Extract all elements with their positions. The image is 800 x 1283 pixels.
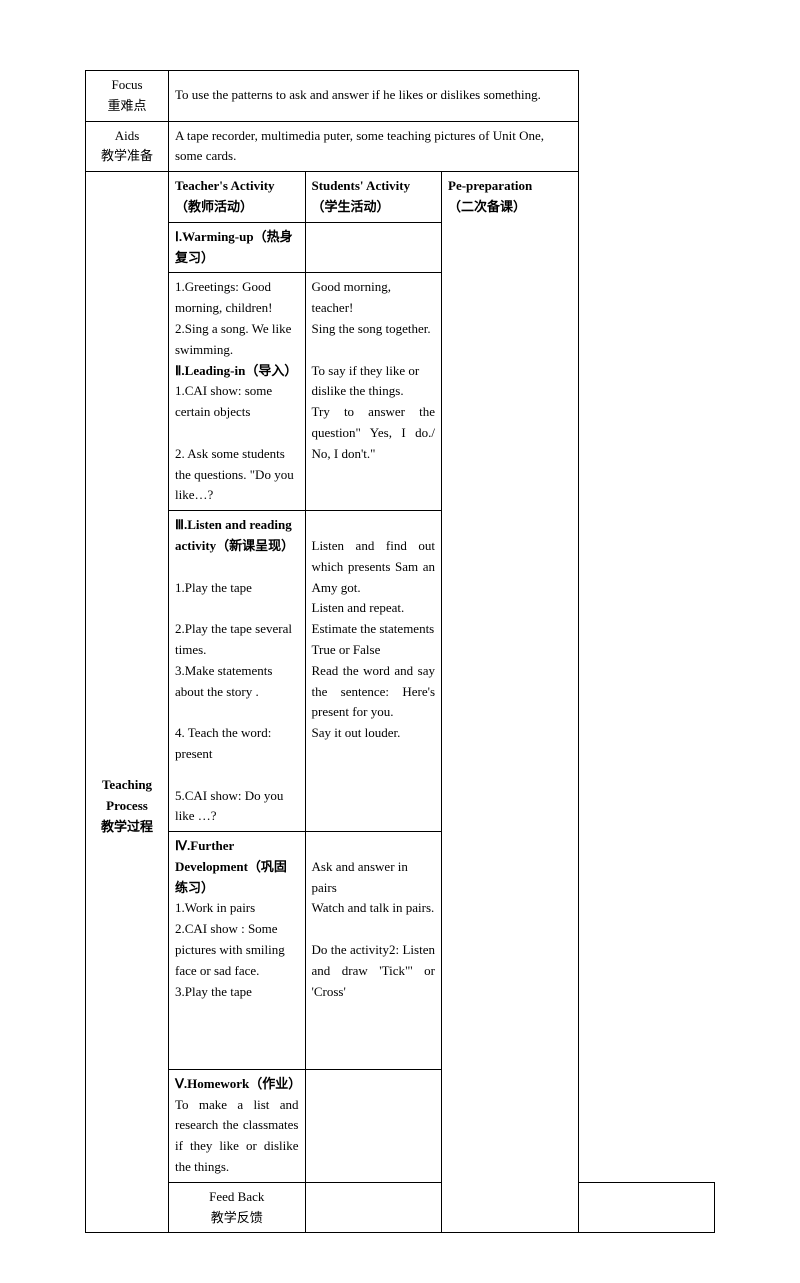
header-teacher-cn: （教师活动） xyxy=(175,199,253,214)
process-label: Teaching Process 教学过程 xyxy=(86,172,169,1233)
header-student-en: Students' Activity xyxy=(312,178,411,193)
process-label-1: Teaching xyxy=(102,777,152,792)
aids-label: Aids 教学准备 xyxy=(86,121,169,172)
section4-title: Ⅳ.Further Development（巩固练习） xyxy=(175,836,299,898)
header-prep-en: Pe-preparation xyxy=(448,178,532,193)
feedback-label-en: Feed Back xyxy=(209,1189,264,1204)
header-prep-cn: （二次备课） xyxy=(448,199,526,214)
s2-t2: 2. Ask some students the questions. "Do … xyxy=(175,444,299,506)
section1-2-teacher: 1.Greetings: Good morning, children! 2.S… xyxy=(169,273,306,511)
section1-title: Ⅰ.Warming-up（热身复习） xyxy=(169,222,306,273)
row-feedback: Feed Back 教学反馈 xyxy=(86,1182,715,1233)
section3-student: Listen and find out which presents Sam a… xyxy=(305,511,442,832)
s1-t2: 2.Sing a song. We like swimming. xyxy=(175,319,299,361)
section3-teacher: Ⅲ.Listen and reading activity（新课呈现） 1.Pl… xyxy=(169,511,306,832)
row-focus: Focus 重难点 To use the patterns to ask and… xyxy=(86,71,715,122)
focus-content: To use the patterns to ask and answer if… xyxy=(169,71,579,122)
process-label-2: Process xyxy=(106,798,148,813)
s3-t3: 3.Make statements about the story . xyxy=(175,661,299,703)
aids-label-cn: 教学准备 xyxy=(101,148,153,163)
s4-t1: 1.Work in pairs xyxy=(175,898,299,919)
section5-teacher: Ⅴ.Homework（作业） To make a list and resear… xyxy=(169,1069,306,1182)
section4-teacher: Ⅳ.Further Development（巩固练习） 1.Work in pa… xyxy=(169,832,306,1070)
section1-title-student xyxy=(305,222,442,273)
focus-label: Focus 重难点 xyxy=(86,71,169,122)
section5-student xyxy=(305,1069,442,1182)
focus-label-cn: 重难点 xyxy=(107,98,146,113)
s3-s1: Listen and find out which presents Sam a… xyxy=(312,536,436,598)
section4-student: Ask and answer in pairs Watch and talk i… xyxy=(305,832,442,1070)
header-student: Students' Activity （学生活动） xyxy=(305,172,442,223)
s1-s2: Sing the song together. xyxy=(312,319,436,340)
s3-s3: Estimate the statements True or False xyxy=(312,619,436,661)
aids-label-en: Aids xyxy=(115,128,140,143)
feedback-label: Feed Back 教学反馈 xyxy=(169,1182,306,1233)
row-section1-title: Ⅰ.Warming-up（热身复习） xyxy=(86,222,715,273)
s2-s2: Try to answer the question" Yes, I do./ … xyxy=(312,402,436,464)
s2-t1: 1.CAI show: some certain objects xyxy=(175,381,299,423)
s3-t4: 4. Teach the word: present xyxy=(175,723,299,765)
feedback-label-cn: 教学反馈 xyxy=(211,1210,263,1225)
section1-2-student: Good morning, teacher! Sing the song tog… xyxy=(305,273,442,511)
s1-t1: 1.Greetings: Good morning, children! xyxy=(175,277,299,319)
header-teacher: Teacher's Activity （教师活动） xyxy=(169,172,306,223)
header-teacher-en: Teacher's Activity xyxy=(175,178,275,193)
header-student-cn: （学生活动） xyxy=(312,199,390,214)
lesson-plan-page: Focus 重难点 To use the patterns to ask and… xyxy=(0,0,800,1283)
section3-title: Ⅲ.Listen and reading activity（新课呈现） xyxy=(175,515,299,557)
section5-title: Ⅴ.Homework（作业） xyxy=(175,1074,299,1095)
s3-s5: Say it out louder. xyxy=(312,723,436,744)
header-prep: Pe-preparation （二次备课） xyxy=(442,172,579,1233)
s2-s1: To say if they like or dislike the thing… xyxy=(312,361,436,403)
s4-t3: 3.Play the tape xyxy=(175,982,299,1003)
focus-label-en: Focus xyxy=(111,77,142,92)
process-label-cn: 教学过程 xyxy=(101,819,153,834)
s1-s1: Good morning, teacher! xyxy=(312,277,436,319)
s3-t2: 2.Play the tape several times. xyxy=(175,619,299,661)
row-header: Teaching Process 教学过程 Teacher's Activity… xyxy=(86,172,715,223)
section2-title: Ⅱ.Leading-in（导入） xyxy=(175,361,299,382)
s4-s1: Ask and answer in pairs xyxy=(312,857,436,899)
row-section4: Ⅳ.Further Development（巩固练习） 1.Work in pa… xyxy=(86,832,715,1070)
feedback-content xyxy=(305,1182,715,1233)
s3-t5: 5.CAI show: Do you like …? xyxy=(175,786,299,828)
s4-s3: Do the activity2: Listen and draw 'Tick"… xyxy=(312,940,436,1002)
row-section5: Ⅴ.Homework（作业） To make a list and resear… xyxy=(86,1069,715,1182)
lesson-plan-table: Focus 重难点 To use the patterns to ask and… xyxy=(85,70,715,1233)
s4-t2: 2.CAI show : Some pictures with smiling … xyxy=(175,919,299,981)
s3-s4: Read the word and say the sentence: Here… xyxy=(312,661,436,723)
s5-t1: To make a list and research the classmat… xyxy=(175,1095,299,1178)
s3-s2: Listen and repeat. xyxy=(312,598,436,619)
s3-t1: 1.Play the tape xyxy=(175,578,299,599)
s4-s2: Watch and talk in pairs. xyxy=(312,898,436,919)
row-section3: Ⅲ.Listen and reading activity（新课呈现） 1.Pl… xyxy=(86,511,715,832)
aids-content: A tape recorder, multimedia puter, some … xyxy=(169,121,579,172)
row-aids: Aids 教学准备 A tape recorder, multimedia pu… xyxy=(86,121,715,172)
row-section1-2: 1.Greetings: Good morning, children! 2.S… xyxy=(86,273,715,511)
